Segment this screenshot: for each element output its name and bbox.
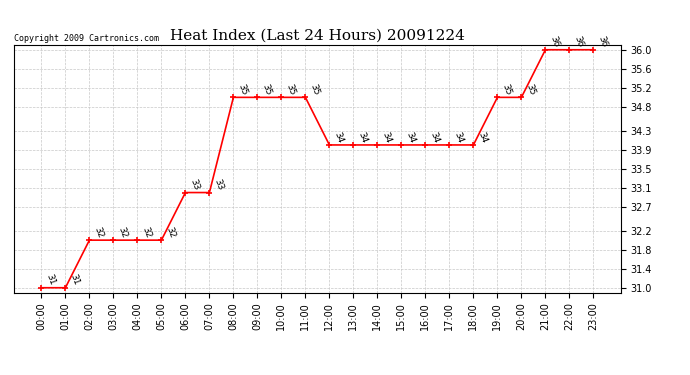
Text: 34: 34 (404, 130, 417, 144)
Text: 34: 34 (380, 130, 393, 144)
Text: 34: 34 (428, 130, 440, 144)
Text: 35: 35 (236, 83, 248, 97)
Text: 33: 33 (188, 178, 201, 192)
Text: 31: 31 (68, 273, 81, 287)
Text: 32: 32 (140, 226, 152, 239)
Text: 35: 35 (524, 83, 537, 97)
Text: 36: 36 (572, 35, 584, 49)
Text: 35: 35 (284, 83, 297, 97)
Text: Copyright 2009 Cartronics.com: Copyright 2009 Cartronics.com (14, 33, 159, 42)
Text: 36: 36 (548, 35, 560, 49)
Text: 35: 35 (308, 83, 321, 97)
Text: 34: 34 (332, 130, 344, 144)
Text: 31: 31 (44, 273, 57, 287)
Text: 32: 32 (116, 226, 128, 239)
Text: 32: 32 (92, 226, 104, 239)
Text: 35: 35 (500, 83, 513, 97)
Text: 34: 34 (476, 130, 489, 144)
Text: 34: 34 (356, 130, 368, 144)
Title: Heat Index (Last 24 Hours) 20091224: Heat Index (Last 24 Hours) 20091224 (170, 28, 465, 42)
Text: 35: 35 (260, 83, 273, 97)
Text: 34: 34 (452, 130, 464, 144)
Text: 32: 32 (164, 226, 177, 239)
Text: 36: 36 (596, 35, 609, 49)
Text: 33: 33 (213, 178, 224, 192)
